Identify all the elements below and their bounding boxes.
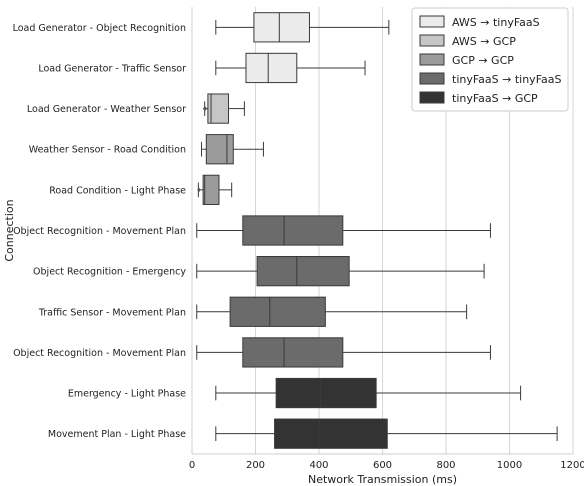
box-item xyxy=(202,93,245,124)
iqr-box xyxy=(256,256,350,287)
box-item xyxy=(196,296,468,327)
box-item xyxy=(215,418,558,449)
iqr-box xyxy=(275,377,377,409)
iqr-box xyxy=(253,12,310,43)
legend-swatch xyxy=(419,15,445,28)
axis-layer: 0 200 400 600 800 1000 1200 Load Generator - Ob… xyxy=(13,7,584,471)
y-category-label: Object Recognition - Movement Plan xyxy=(13,226,186,237)
y-category-label: Load Generator - Object Recognition xyxy=(13,23,186,34)
y-category-label: Object Recognition - Movement Plan xyxy=(13,348,186,359)
y-category-label: Weather Sensor - Road Condition xyxy=(29,145,186,156)
legend-label: tinyFaaS → tinyFaaS xyxy=(452,73,561,86)
y-category-label: Emergency - Light Phase xyxy=(68,389,186,400)
legend: AWS → tinyFaaS AWS → GCP GCP → GCP tinyFaaS… xyxy=(411,7,569,112)
x-tick-label: 600 xyxy=(373,460,392,471)
iqr-box xyxy=(242,337,344,368)
x-tick-label: 400 xyxy=(309,460,328,471)
outlier-point xyxy=(203,106,208,111)
legend-swatch xyxy=(419,91,445,104)
box-item xyxy=(201,134,264,165)
x-axis-title: Network Transmission (ms) xyxy=(308,473,457,486)
legend-swatch xyxy=(419,53,445,66)
iqr-box xyxy=(205,134,234,165)
box-item xyxy=(215,52,366,84)
y-category-label: Object Recognition - Emergency xyxy=(33,267,186,278)
legend-frame xyxy=(411,7,569,112)
iqr-box xyxy=(207,93,230,124)
legend-label: tinyFaaS → GCP xyxy=(452,92,538,105)
box-item xyxy=(196,215,491,246)
x-tick-label: 800 xyxy=(436,460,455,471)
iqr-box xyxy=(274,418,388,449)
x-tick-label: 1200 xyxy=(560,460,584,471)
y-category-label: Load Generator - Weather Sensor xyxy=(27,104,186,115)
x-tick-label: 200 xyxy=(246,460,265,471)
legend-label: AWS → tinyFaaS xyxy=(452,16,540,29)
y-category-label: Traffic Sensor - Movement Plan xyxy=(38,307,186,318)
y-category-label: Load Generator - Traffic Sensor xyxy=(38,63,186,74)
x-tick-label: 0 xyxy=(189,460,195,471)
y-category-label: Road Condition - Light Phase xyxy=(49,185,186,196)
box-item xyxy=(196,256,485,287)
iqr-box xyxy=(245,52,298,84)
outlier-point xyxy=(197,187,201,193)
legend-swatch xyxy=(419,34,445,47)
legend-label: AWS → GCP xyxy=(452,35,516,48)
iqr-box xyxy=(202,174,220,205)
iqr-box xyxy=(229,296,326,327)
x-tick-label: 1000 xyxy=(497,460,522,471)
y-axis-title: Connection xyxy=(3,199,16,261)
box-item xyxy=(215,377,522,409)
box-item xyxy=(196,337,491,368)
box-item xyxy=(197,174,233,205)
y-category-label: Movement Plan - Light Phase xyxy=(48,429,186,440)
box-item xyxy=(215,12,390,43)
legend-swatch xyxy=(419,72,445,85)
legend-label: GCP → GCP xyxy=(452,54,514,67)
iqr-box xyxy=(242,215,344,246)
box-layer xyxy=(196,12,558,449)
